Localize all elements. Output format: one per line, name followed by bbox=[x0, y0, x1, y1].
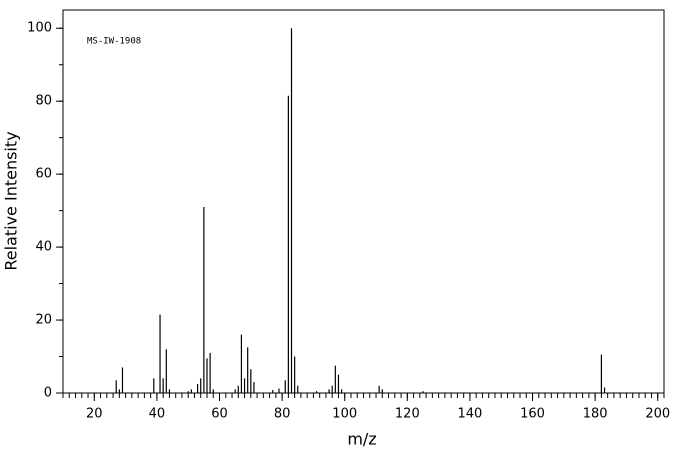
x-tick-label: 100 bbox=[332, 407, 357, 422]
y-tick-label: 20 bbox=[35, 313, 52, 328]
y-axis-label: Relative Intensity bbox=[2, 131, 21, 270]
x-axis-label: m/z bbox=[347, 430, 376, 449]
x-tick-label: 160 bbox=[520, 407, 545, 422]
annotation: MS-IW-1908 bbox=[87, 37, 141, 47]
x-tick-label: 180 bbox=[583, 407, 608, 422]
x-tick-label: 140 bbox=[458, 407, 483, 422]
y-tick-label: 60 bbox=[35, 167, 52, 182]
y-tick-label: 40 bbox=[35, 240, 52, 255]
plot-frame bbox=[62, 9, 665, 394]
x-tick-label: 80 bbox=[274, 407, 291, 422]
y-tick-label: 0 bbox=[44, 386, 52, 401]
x-tick-label: 20 bbox=[86, 407, 103, 422]
x-tick-label: 40 bbox=[149, 407, 166, 422]
x-tick-label: 200 bbox=[645, 407, 670, 422]
x-tick-label: 60 bbox=[211, 407, 228, 422]
x-tick-label: 120 bbox=[395, 407, 420, 422]
y-tick-label: 100 bbox=[27, 21, 52, 36]
y-tick-label: 80 bbox=[35, 94, 52, 109]
